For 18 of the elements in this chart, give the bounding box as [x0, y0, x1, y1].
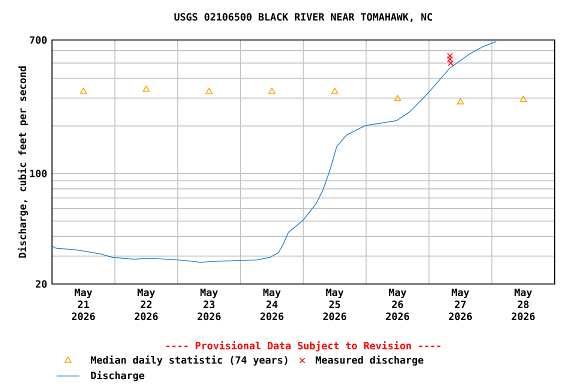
text: ---- Provisional Data Subject to Revision ---- — [166, 341, 440, 352]
x-tick-label: May 24 2026 — [260, 288, 284, 320]
x-tick-label: May 27 2026 — [448, 288, 472, 320]
x-tick-label: May 23 2026 — [198, 288, 221, 320]
x-tick-label: May 25 2026 — [323, 288, 346, 320]
x-tick-label: May 28 2026 — [512, 288, 535, 320]
chart-title: USGS 02106500 BLACK RIVER NEAR TOMAHAWK, NC — [174, 13, 432, 22]
y-axis-title: Discharge, cubic feet per second — [18, 66, 28, 258]
x-tick-label: May 22 2026 — [134, 288, 158, 320]
x-tick-label: May 26 2026 — [386, 288, 410, 320]
y-tick-label: 20 — [36, 280, 47, 288]
y-tick-label: 700 — [30, 36, 47, 44]
y-tick-label: 100 — [30, 170, 47, 178]
line-series — [52, 41, 497, 263]
legend-label: Discharge — [91, 370, 144, 382]
legend-label: Median daily statistic (74 years) — [90, 355, 288, 366]
x-tick-label: May 21 2026 — [72, 288, 95, 320]
legend-label: Measured discharge — [316, 355, 424, 366]
